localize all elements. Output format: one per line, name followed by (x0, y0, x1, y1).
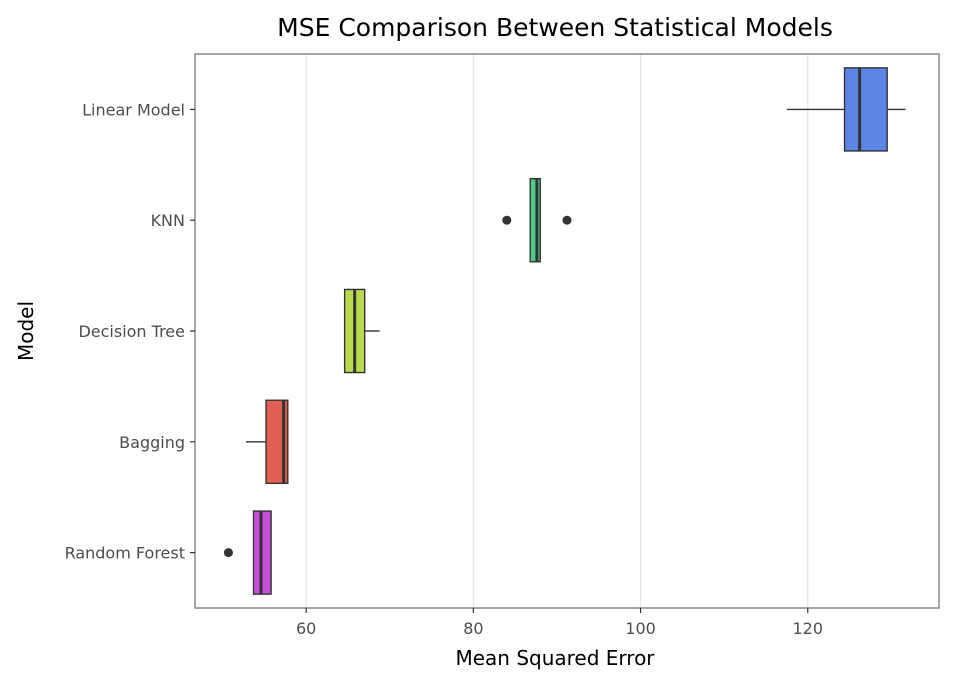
y-tick-label: Bagging (119, 433, 185, 452)
x-tick-label: 80 (463, 619, 483, 638)
box-bagging (245, 399, 289, 485)
box-series (223, 67, 906, 595)
grid-lines (305, 54, 809, 608)
box-random-forest (223, 510, 272, 595)
y-axis-title: Model (14, 301, 38, 361)
plot-panel-background (195, 54, 939, 608)
x-axis-ticks: 60 80 100 120 (296, 608, 823, 638)
y-tick-label: KNN (151, 211, 185, 230)
box-decision-tree (343, 288, 380, 374)
y-tick-label: Linear Model (82, 100, 185, 119)
y-axis-ticks: Linear Model KNN Decision Tree Bagging Rando… (65, 100, 195, 563)
chart-title: MSE Comparison Between Statistical Model… (277, 13, 833, 42)
box-linear-model (786, 67, 906, 152)
y-tick-label: Decision Tree (78, 322, 185, 341)
box-knn (502, 177, 572, 263)
y-tick-label: Random Forest (65, 544, 185, 563)
x-tick-label: 100 (625, 619, 656, 638)
x-tick-label: 60 (296, 619, 316, 638)
outlier-point (562, 215, 572, 225)
outlier-point (502, 215, 512, 225)
box-iqr (529, 177, 541, 263)
x-axis-title: Mean Squared Error (455, 646, 655, 670)
x-tick-label: 120 (792, 619, 823, 638)
outlier-point (223, 548, 233, 558)
box-iqr (843, 67, 888, 152)
